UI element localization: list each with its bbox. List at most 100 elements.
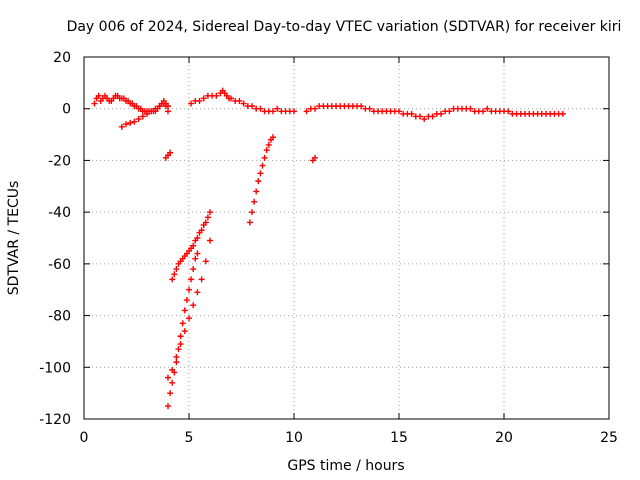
data-point <box>213 92 220 99</box>
data-point <box>251 198 258 205</box>
data-point <box>192 255 199 262</box>
data-point <box>396 108 402 115</box>
data-point <box>274 105 281 112</box>
data-point <box>190 266 197 273</box>
data-point <box>429 113 436 120</box>
data-point <box>186 315 192 322</box>
data-point <box>144 110 150 117</box>
y-tick-label: 20 <box>53 50 71 66</box>
data-point <box>249 209 255 216</box>
data-point <box>484 105 491 112</box>
data-point <box>171 271 178 278</box>
data-point <box>249 103 255 110</box>
data-point <box>467 105 474 112</box>
data-point <box>131 118 138 125</box>
data-point <box>95 92 102 99</box>
data-point <box>198 227 205 234</box>
data-point <box>358 103 365 110</box>
data-point <box>265 141 272 148</box>
data-point <box>236 97 243 104</box>
data-point <box>148 108 155 115</box>
data-point <box>188 276 195 283</box>
data-point <box>194 289 201 296</box>
data-point <box>366 105 373 112</box>
y-tick-label: -60 <box>48 257 71 273</box>
data-point <box>173 353 180 360</box>
data-point <box>165 374 171 381</box>
data-point <box>240 100 247 107</box>
data-point <box>186 286 192 293</box>
data-point <box>312 154 318 161</box>
x-tick-label: 25 <box>600 430 618 446</box>
data-point <box>167 390 174 397</box>
data-point <box>175 346 182 353</box>
data-point <box>263 147 270 154</box>
data-point <box>194 250 201 257</box>
data-point <box>417 113 423 120</box>
data-layer <box>91 87 566 410</box>
y-tick-label: -20 <box>48 153 71 169</box>
data-point <box>255 178 262 185</box>
data-point <box>204 214 211 221</box>
data-point <box>167 149 174 156</box>
y-tick-label: -100 <box>39 360 71 376</box>
data-point <box>303 108 310 115</box>
data-point <box>202 219 209 226</box>
data-point <box>152 105 159 112</box>
data-point <box>181 307 188 314</box>
data-point <box>165 403 171 410</box>
data-point <box>181 328 188 335</box>
data-point <box>127 119 134 126</box>
data-point <box>118 123 125 130</box>
chart-title: Day 006 of 2024, Sidereal Day-to-day VTE… <box>67 19 622 35</box>
data-point <box>246 219 253 226</box>
data-point <box>173 359 180 366</box>
data-point <box>194 235 201 241</box>
data-point <box>253 188 260 195</box>
grid-layer <box>84 57 609 419</box>
x-tick-label: 20 <box>495 430 513 446</box>
data-point <box>183 297 190 304</box>
data-point <box>190 302 197 309</box>
data-point <box>446 108 453 115</box>
data-point <box>198 276 205 283</box>
data-point <box>188 100 195 107</box>
data-point <box>505 108 512 115</box>
y-tick-label: -120 <box>39 412 71 428</box>
data-point <box>169 379 176 386</box>
x-tick-label: 5 <box>185 430 194 446</box>
x-tick-label: 0 <box>80 430 89 446</box>
data-point <box>165 108 171 115</box>
data-point <box>179 320 186 327</box>
data-point <box>173 266 180 273</box>
data-point <box>438 110 444 117</box>
data-point <box>169 276 176 283</box>
data-point <box>123 121 129 128</box>
data-point <box>291 108 297 115</box>
x-axis-label: GPS time / hours <box>287 458 404 474</box>
x-tick-label: 10 <box>285 430 303 446</box>
plot-frame <box>83 56 610 420</box>
data-point <box>421 116 428 123</box>
data-point <box>559 110 566 117</box>
tick-label-layer: 0 5 10 15 20 25 -120 -100 -80 -60 -40 -20 0 20 <box>39 50 618 446</box>
y-tick-label: -80 <box>48 309 71 325</box>
data-point <box>312 105 318 112</box>
data-point <box>196 97 203 104</box>
data-point <box>270 108 276 115</box>
y-tick-label: -40 <box>48 205 71 221</box>
data-point <box>270 134 276 141</box>
data-point <box>135 116 142 123</box>
x-tick-label: 15 <box>390 430 408 446</box>
data-point <box>259 162 266 169</box>
data-point <box>207 209 213 216</box>
tick-layer <box>83 56 610 420</box>
data-point <box>257 105 264 112</box>
data-point <box>162 103 169 110</box>
data-point <box>228 95 234 102</box>
data-point <box>91 100 98 107</box>
data-point <box>207 237 213 244</box>
data-point <box>169 366 176 373</box>
data-point <box>257 170 264 177</box>
